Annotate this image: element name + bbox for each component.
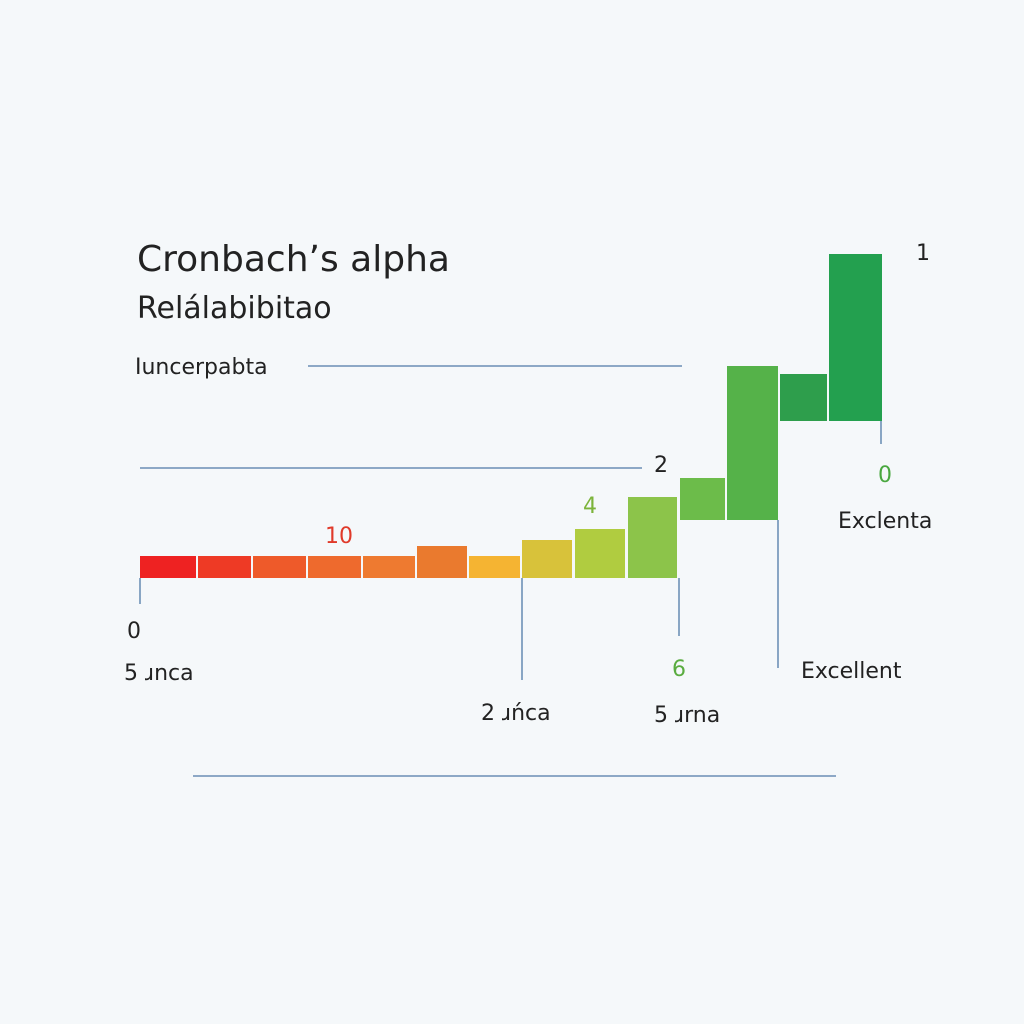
label: 10 <box>325 524 353 549</box>
block <box>253 556 306 578</box>
block <box>308 556 361 578</box>
label: 5 ɹrna <box>654 703 720 728</box>
label: 0 <box>127 619 141 644</box>
block <box>829 254 882 421</box>
label: Iuncerpabta <box>135 355 268 380</box>
block <box>780 374 827 421</box>
subtitle: Relálabibitao <box>137 291 332 326</box>
block <box>417 546 467 578</box>
label: 5 ɹnca <box>124 661 194 686</box>
block <box>140 556 196 578</box>
label: Excellent <box>801 659 902 684</box>
block <box>522 540 572 578</box>
block <box>680 478 725 520</box>
label: 6 <box>672 657 686 682</box>
block <box>628 497 677 578</box>
label: 2 ɹńca <box>481 701 551 726</box>
block <box>198 556 251 578</box>
block <box>727 366 778 520</box>
lines <box>139 365 882 777</box>
label: 4 <box>583 494 597 519</box>
block <box>575 529 625 578</box>
label: 0 <box>878 463 892 488</box>
block <box>363 556 415 578</box>
blocks <box>140 254 882 578</box>
label: 2 <box>654 453 668 478</box>
title: Cronbach’s alpha <box>137 239 450 280</box>
label: Exclenta <box>838 509 932 534</box>
block <box>469 556 520 578</box>
label: 1 <box>916 241 930 266</box>
